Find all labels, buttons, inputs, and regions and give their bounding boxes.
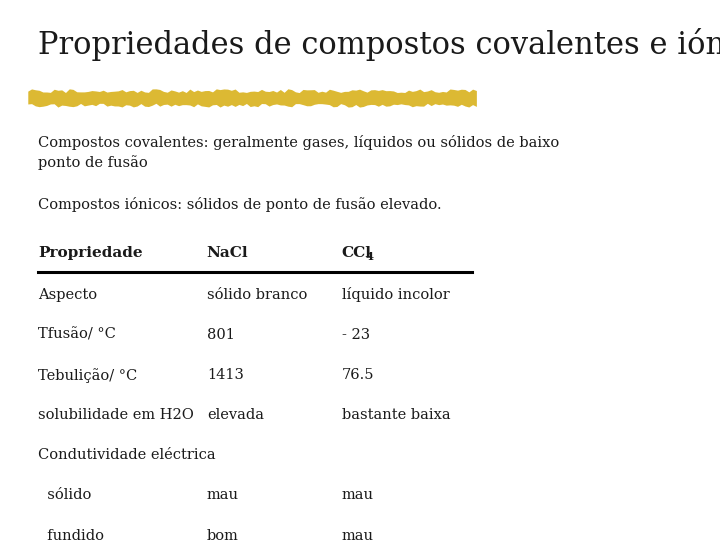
Text: mau: mau bbox=[342, 529, 374, 540]
Text: Compostos covalentes: geralmente gases, líquidos ou sólidos de baixo
ponto de fu: Compostos covalentes: geralmente gases, … bbox=[38, 134, 559, 171]
Text: sólido: sólido bbox=[38, 489, 91, 502]
Polygon shape bbox=[28, 89, 477, 107]
Text: Propriedade: Propriedade bbox=[38, 246, 143, 260]
Text: 76.5: 76.5 bbox=[342, 368, 374, 382]
Text: 801: 801 bbox=[207, 328, 235, 342]
Text: NaCl: NaCl bbox=[207, 246, 248, 260]
Text: solubilidade em H2O: solubilidade em H2O bbox=[38, 408, 194, 422]
Text: Compostos iónicos: sólidos de ponto de fusão elevado.: Compostos iónicos: sólidos de ponto de f… bbox=[38, 198, 441, 212]
Text: bastante baixa: bastante baixa bbox=[342, 408, 451, 422]
Text: bom: bom bbox=[207, 529, 238, 540]
Text: elevada: elevada bbox=[207, 408, 264, 422]
Text: Aspecto: Aspecto bbox=[38, 288, 97, 302]
Text: CCl: CCl bbox=[342, 246, 372, 260]
Text: 1413: 1413 bbox=[207, 368, 243, 382]
Text: sólido branco: sólido branco bbox=[207, 288, 307, 302]
Text: mau: mau bbox=[207, 489, 239, 502]
Text: 4: 4 bbox=[366, 251, 374, 262]
Text: - 23: - 23 bbox=[342, 328, 370, 342]
Text: fundido: fundido bbox=[38, 529, 104, 540]
Text: líquido incolor: líquido incolor bbox=[342, 287, 449, 302]
Text: Propriedades de compostos covalentes e iónicos: Propriedades de compostos covalentes e i… bbox=[38, 28, 720, 62]
Text: mau: mau bbox=[342, 489, 374, 502]
Text: Condutividade eléctrica: Condutividade eléctrica bbox=[38, 448, 215, 462]
Text: Tfusão/ °C: Tfusão/ °C bbox=[38, 328, 116, 342]
Text: Tebulição/ °C: Tebulição/ °C bbox=[38, 368, 138, 382]
